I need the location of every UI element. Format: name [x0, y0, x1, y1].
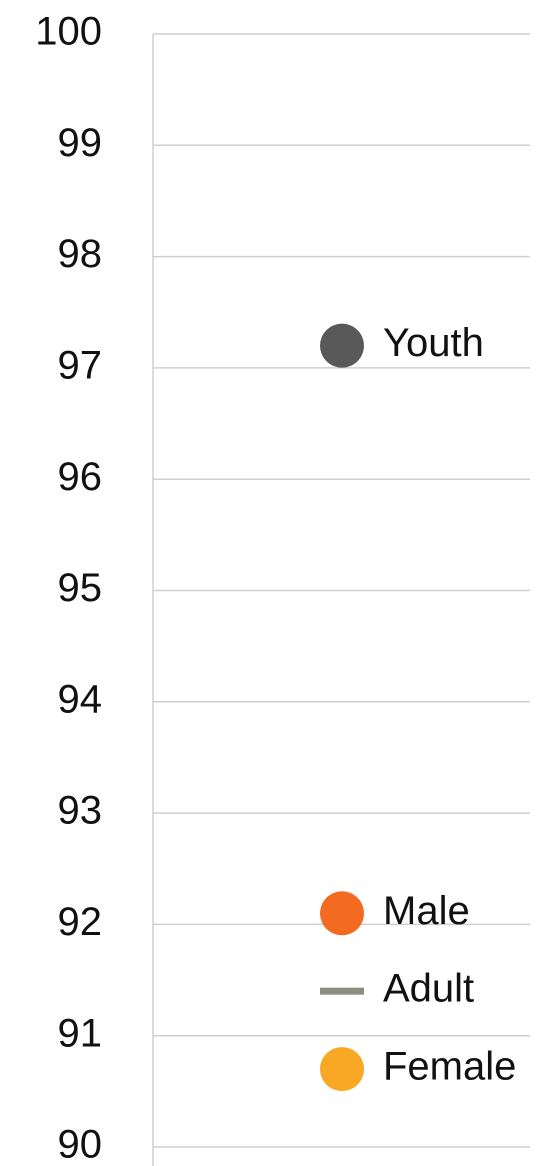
y-tick-label: 90 — [58, 1123, 103, 1166]
y-tick-label: 99 — [58, 121, 103, 165]
y-tick-label: 92 — [58, 900, 103, 944]
point — [320, 1047, 364, 1092]
y-tick-label: 100 — [35, 10, 102, 54]
y-tick-label: 93 — [58, 789, 103, 833]
point-label: Youth — [383, 321, 484, 365]
y-tick-label: 94 — [58, 677, 103, 721]
point-label: Female — [383, 1045, 516, 1089]
point — [320, 987, 364, 995]
point-label: Adult — [383, 967, 474, 1011]
y-tick-label: 96 — [58, 455, 103, 499]
point — [320, 323, 364, 368]
y-tick-label: 91 — [58, 1011, 103, 1055]
point — [320, 891, 364, 936]
y-tick-label: 95 — [58, 566, 103, 610]
y-tick-label: 98 — [58, 232, 103, 276]
y-tick-label: 97 — [58, 343, 103, 387]
point-label: Male — [383, 889, 470, 933]
